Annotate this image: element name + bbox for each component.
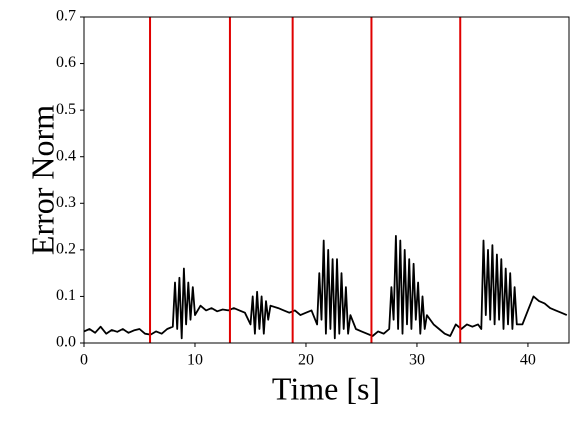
y-axis-label: Error Norm — [24, 105, 60, 255]
y-tick-label: 0.2 — [56, 241, 76, 258]
x-tick-label: 0 — [80, 352, 88, 369]
y-tick-label: 0.4 — [56, 147, 76, 164]
y-tick-label: 0.7 — [56, 8, 76, 25]
x-tick-label: 10 — [187, 352, 203, 369]
line — [83, 235, 568, 340]
x-tick-label: 30 — [409, 352, 425, 369]
y-tick-label: 0.3 — [56, 194, 76, 211]
y-tick-label: 0.5 — [56, 101, 76, 118]
y-tick-label: 0.6 — [56, 54, 76, 71]
plot-frame — [83, 16, 570, 344]
x-tick-label: 20 — [298, 352, 314, 369]
x-axis-label: Time [s] — [272, 370, 380, 406]
y-tick-label: 0.1 — [56, 287, 76, 304]
x-tick-label: 40 — [520, 352, 536, 369]
y-tick-label: 0.0 — [56, 334, 76, 351]
